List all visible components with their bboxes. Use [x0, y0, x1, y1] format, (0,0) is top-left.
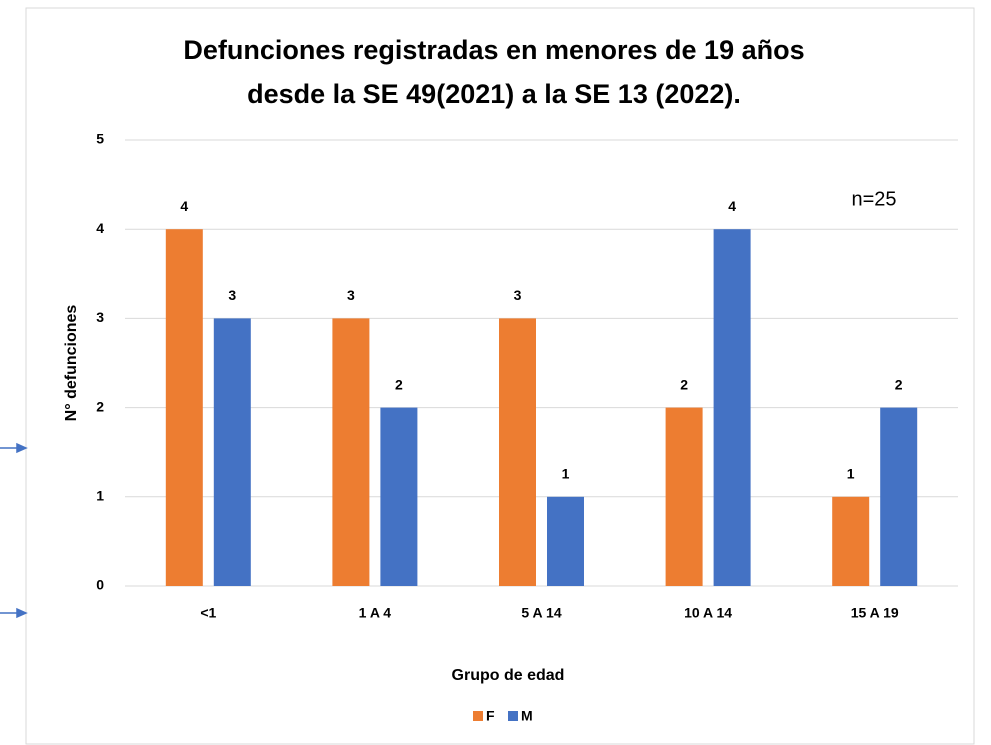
value-label: 1 [562, 466, 570, 482]
bar [499, 318, 536, 586]
x-tick-label: 1 A 4 [359, 605, 392, 621]
value-label: 1 [847, 466, 855, 482]
legend-swatch [473, 711, 483, 721]
value-label: 2 [680, 376, 688, 392]
x-tick-label: 5 A 14 [521, 605, 561, 621]
y-tick-label: 2 [96, 398, 104, 414]
y-tick-label: 1 [96, 488, 104, 504]
x-tick-label: 10 A 14 [684, 605, 732, 621]
value-label: 2 [395, 376, 403, 392]
y-tick-label: 5 [96, 131, 104, 147]
arrow [0, 442, 28, 619]
legend-label: F [486, 708, 495, 724]
bar [380, 407, 418, 586]
value-label: 4 [180, 198, 188, 214]
bar [165, 229, 203, 586]
value-label: 3 [514, 287, 522, 303]
x-tick-label: 15 A 19 [851, 605, 899, 621]
bar [332, 318, 370, 586]
value-label: 2 [895, 376, 903, 392]
legend-label: M [521, 708, 533, 724]
legend-swatch [508, 711, 518, 721]
value-label: 3 [228, 287, 236, 303]
chart-title: desde la SE 49(2021) a la SE 13 (2022). [247, 79, 741, 109]
x-axis-label: Grupo de edad [452, 667, 565, 684]
value-label: 3 [347, 287, 355, 303]
y-tick-label: 4 [96, 220, 104, 236]
x-tick-label: <1 [200, 605, 216, 621]
chart-title: Defunciones registradas en menores de 19… [183, 35, 804, 65]
bar [713, 229, 751, 586]
bar [665, 407, 703, 586]
bar [832, 496, 870, 586]
bar [880, 407, 918, 586]
annotation: n=25 [851, 188, 896, 210]
value-label: 4 [728, 198, 736, 214]
bar [547, 496, 584, 586]
bar [213, 318, 251, 586]
y-tick-label: 3 [96, 309, 104, 325]
y-tick-label: 0 [96, 577, 104, 593]
y-axis-label: N° defunciones [63, 305, 80, 422]
